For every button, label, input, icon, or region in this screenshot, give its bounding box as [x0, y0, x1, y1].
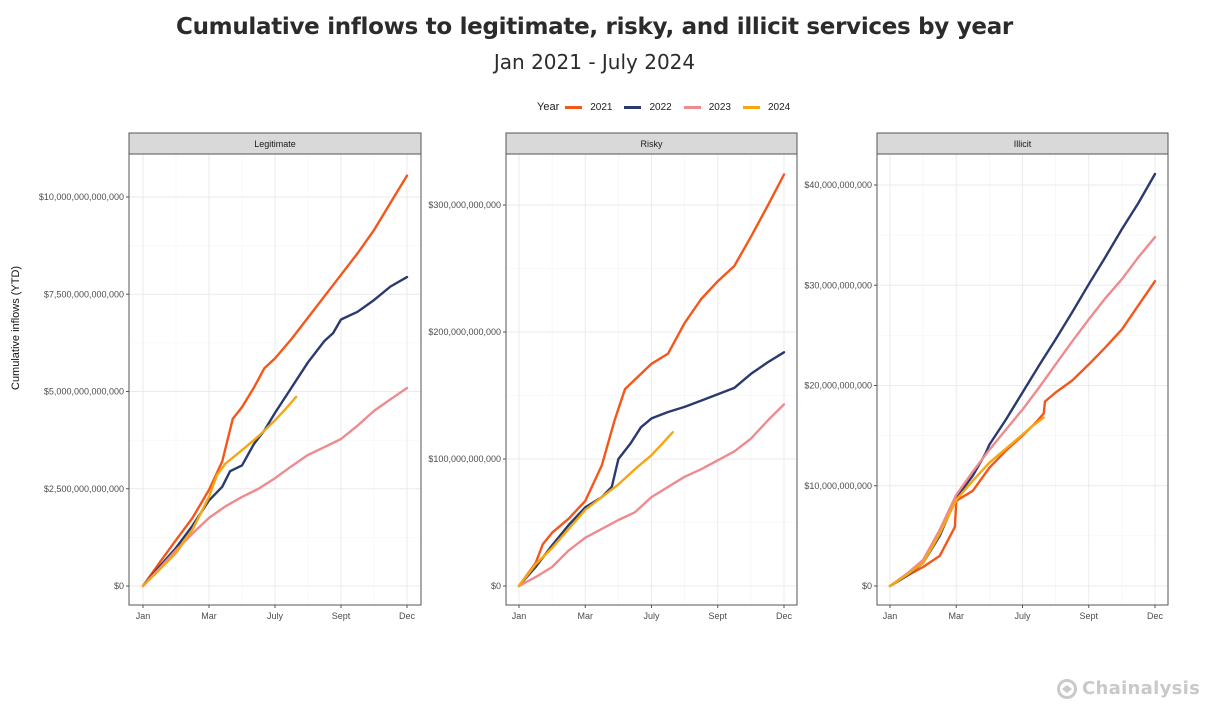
legend-swatch: [742, 105, 760, 109]
series-line-2024: [888, 416, 1045, 588]
x-tick-label: Mar: [949, 611, 965, 621]
series-line-2023: [888, 235, 1157, 588]
y-tick-label: $0: [114, 581, 124, 591]
logo-text: Chainalysis: [1082, 678, 1201, 699]
y-tick-label: $40,000,000,000: [804, 180, 872, 190]
x-tick-label: Mar: [201, 611, 217, 621]
x-tick-label: Dec: [776, 611, 793, 621]
facet-strip: [128, 132, 422, 155]
panel-legitimate: Legitimate Jan Mar July Sept Dec $0 $2,500,000,…: [39, 132, 422, 621]
legend-swatch: [624, 105, 642, 109]
x-tick-label: Dec: [1147, 611, 1164, 621]
legend-item-2024: 2024: [742, 101, 791, 113]
legend-swatch: [683, 105, 701, 109]
series-line-2023: [517, 403, 786, 588]
series-line-2021: [141, 174, 409, 588]
legend: Year 2021 2022 2023 2024: [537, 101, 802, 113]
x-tick-label: July: [267, 611, 284, 621]
legend-label: 2021: [590, 101, 613, 113]
facet-strip: [505, 132, 798, 155]
x-tick-label: Dec: [399, 611, 416, 621]
x-tick-label: Jan: [883, 611, 898, 621]
facet-strip-label: Risky: [641, 139, 663, 149]
legend-item-2023: 2023: [683, 101, 731, 113]
legend-title: Year: [537, 101, 560, 113]
chart-subtitle: Jan 2021 - July 2024: [493, 50, 696, 74]
y-tick-label: $5,000,000,000,000: [44, 387, 124, 397]
legend-label: 2023: [708, 101, 731, 113]
x-tick-label: Sept: [708, 611, 727, 621]
chart-title: Cumulative inflows to legitimate, risky,…: [176, 14, 1013, 40]
series-line-2022: [517, 351, 786, 588]
x-tick-label: July: [1014, 611, 1031, 621]
legend-label: 2024: [767, 101, 791, 113]
panel-risky: Risky Jan Mar July Sept Dec $0 $100,000,000,000…: [428, 132, 798, 621]
series-line-2022: [141, 275, 409, 588]
legend-item-2021: 2021: [565, 102, 612, 113]
facet-strip-label: Illicit: [1014, 139, 1032, 149]
legend-swatch: [565, 105, 583, 109]
y-tick-label: $100,000,000,000: [428, 454, 501, 464]
series-line-2024: [517, 431, 674, 588]
chainalysis-logo: Chainalysis: [1057, 678, 1200, 699]
chainalysis-logo-icon: [1057, 678, 1077, 699]
x-tick-label: Jan: [136, 611, 151, 621]
y-tick-label: $20,000,000,000: [804, 381, 872, 391]
legend-item-2022: 2022: [624, 101, 672, 113]
facet-strip-label: Legitimate: [254, 139, 296, 149]
y-tick-label: $300,000,000,000: [428, 200, 501, 210]
x-tick-label: Sept: [1079, 611, 1098, 621]
x-tick-label: Mar: [578, 611, 594, 621]
y-tick-label: $0: [862, 581, 872, 591]
y-tick-label: $0: [491, 581, 501, 591]
facet-strip: [876, 132, 1169, 155]
panel-illicit: Illicit Jan Mar July Sept Dec $0 $10,000,000,00…: [804, 132, 1169, 621]
x-tick-label: Sept: [332, 611, 351, 621]
x-tick-label: July: [643, 611, 660, 621]
legend-label: 2022: [649, 101, 672, 113]
y-tick-label: $30,000,000,000: [804, 280, 872, 290]
series-line-2024: [141, 395, 298, 588]
y-tick-label: $10,000,000,000: [804, 481, 872, 491]
x-tick-label: Jan: [512, 611, 527, 621]
y-tick-label: $10,000,000,000,000: [39, 192, 124, 202]
y-tick-label: $7,500,000,000,000: [44, 289, 124, 299]
y-tick-label: $2,500,000,000,000: [44, 484, 124, 494]
series-line-2021: [517, 173, 786, 588]
y-tick-label: $200,000,000,000: [428, 327, 501, 337]
